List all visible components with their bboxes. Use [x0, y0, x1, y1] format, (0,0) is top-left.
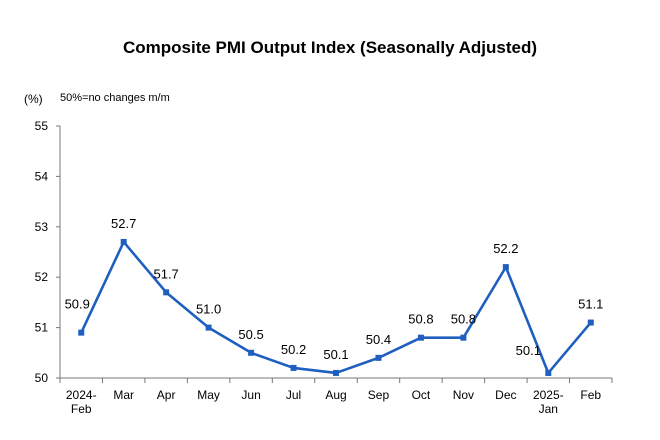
y-tick-label: 52	[35, 270, 49, 284]
data-label: 50.1	[516, 343, 541, 358]
data-point	[502, 264, 509, 271]
data-point	[460, 334, 467, 341]
x-tick-label: Apr	[157, 388, 176, 402]
data-label: 52.7	[111, 216, 136, 231]
y-tick-label: 50	[35, 371, 49, 385]
x-tick-label: Mar	[113, 388, 134, 402]
data-label: 51.1	[578, 297, 603, 312]
x-tick-label: Jan	[539, 402, 558, 416]
data-label: 51.7	[153, 266, 178, 281]
data-point	[78, 329, 85, 336]
y-tick-label: 53	[35, 220, 49, 234]
data-label: 50.8	[408, 312, 433, 327]
y-tick-label: 55	[35, 119, 49, 133]
x-tick-label: 2025-	[533, 388, 564, 402]
chart-title: Composite PMI Output Index (Seasonally A…	[122, 38, 538, 57]
data-point	[587, 319, 594, 326]
data-point	[120, 238, 127, 245]
series-layer	[78, 238, 594, 376]
axes	[59, 126, 612, 379]
x-tick-label: Feb	[580, 388, 601, 402]
y-ticks: 50 51 52 53 54 55	[35, 119, 60, 385]
x-tick-label: Dec	[495, 388, 516, 402]
data-point	[163, 289, 170, 296]
x-tick-label: 2024-	[66, 388, 97, 402]
y-tick-label: 54	[35, 169, 49, 183]
x-tick-label: Aug	[325, 388, 346, 402]
data-label: 50.9	[65, 297, 90, 312]
data-label: 52.2	[493, 241, 518, 256]
data-label: 50.8	[451, 312, 476, 327]
data-point	[290, 364, 297, 371]
data-label: 50.4	[366, 332, 391, 347]
data-point	[545, 369, 552, 376]
y-tick-label: 51	[35, 321, 49, 335]
data-label: 51.0	[196, 302, 221, 317]
data-point	[417, 334, 424, 341]
data-labels: 50.9 52.7 51.7 51.0 50.5 50.2 50.1 50.4 50.8 50.8…	[65, 216, 604, 362]
x-tick-label: Sep	[368, 388, 390, 402]
data-point	[375, 354, 382, 361]
x-tick-label: Oct	[412, 388, 431, 402]
data-label: 50.2	[281, 342, 306, 357]
data-label: 50.1	[323, 347, 348, 362]
data-point	[333, 369, 339, 376]
data-point	[205, 324, 212, 331]
chart-note: 50%=no changes m/m	[60, 92, 170, 104]
x-tick-label: May	[197, 388, 220, 402]
data-point	[248, 349, 255, 356]
y-axis-unit: (%)	[24, 92, 43, 106]
x-tick-label: Nov	[453, 388, 474, 402]
x-tick-label: Jun	[241, 388, 260, 402]
x-tick-label: Jul	[286, 388, 301, 402]
data-label: 50.5	[238, 327, 263, 342]
x-tick-label: Feb	[71, 402, 92, 416]
